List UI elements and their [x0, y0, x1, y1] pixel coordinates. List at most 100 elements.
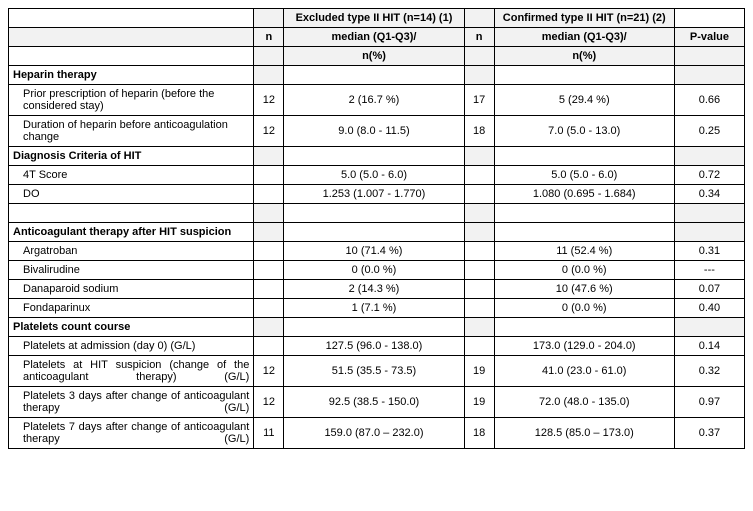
header-median2: median (Q1-Q3)/: [494, 28, 674, 47]
cell-n1: [254, 261, 284, 280]
cell-p: 0.72: [674, 166, 744, 185]
cell-v1: 2 (14.3 %): [284, 280, 464, 299]
row-argat: Argatroban 10 (71.4 %) 11 (52.4 %) 0.31: [9, 242, 745, 261]
cell-n2: [464, 337, 494, 356]
header-npct2: n(%): [494, 47, 674, 66]
header-confirmed: Confirmed type II HIT (n=21) (2): [494, 9, 674, 28]
section-heparin: Heparin therapy: [9, 66, 745, 85]
cell-n2: [464, 261, 494, 280]
cell-p: 0.40: [674, 299, 744, 318]
section-anticoag-label: Anticoagulant therapy after HIT suspicio…: [9, 223, 254, 242]
cell-v2: 10 (47.6 %): [494, 280, 674, 299]
cell-n2: 19: [464, 356, 494, 387]
cell-p: ---: [674, 261, 744, 280]
cell-label: Platelets at HIT suspicion (change of th…: [9, 356, 254, 387]
row-plt-susp: Platelets at HIT suspicion (change of th…: [9, 356, 745, 387]
cell-label: Prior prescription of heparin (before th…: [9, 85, 254, 116]
cell-label: Bivalirudine: [9, 261, 254, 280]
cell-p: 0.25: [674, 116, 744, 147]
cell-p: 0.14: [674, 337, 744, 356]
cell-n2: [464, 185, 494, 204]
cell-n1: 12: [254, 387, 284, 418]
cell-v2: 5 (29.4 %): [494, 85, 674, 116]
cell-v2: 1.080 (0.695 - 1.684): [494, 185, 674, 204]
cell-n1: [254, 166, 284, 185]
cell-v1: 127.5 (96.0 - 138.0): [284, 337, 464, 356]
row-plt-7d: Platelets 7 days after change of anticoa…: [9, 418, 745, 449]
header-pvalue: P-value: [674, 28, 744, 47]
cell-n1: [254, 337, 284, 356]
cell-label: Argatroban: [9, 242, 254, 261]
cell-p: 0.37: [674, 418, 744, 449]
cell-p: 0.66: [674, 85, 744, 116]
cell-n2: [464, 242, 494, 261]
cell-v2: 0 (0.0 %): [494, 299, 674, 318]
cell-label: DO: [9, 185, 254, 204]
cell-label: Platelets 3 days after change of anticoa…: [9, 387, 254, 418]
cell-n1: 12: [254, 116, 284, 147]
cell-n1: [254, 185, 284, 204]
cell-v1: 92.5 (38.5 - 150.0): [284, 387, 464, 418]
section-platelets-label: Platelets count course: [9, 318, 254, 337]
cell-p: 0.97: [674, 387, 744, 418]
row-danap: Danaparoid sodium 2 (14.3 %) 10 (47.6 %)…: [9, 280, 745, 299]
row-plt-adm: Platelets at admission (day 0) (G/L) 127…: [9, 337, 745, 356]
cell-p: 0.31: [674, 242, 744, 261]
cell-v1: 1.253 (1.007 - 1.770): [284, 185, 464, 204]
cell-v1: 9.0 (8.0 - 11.5): [284, 116, 464, 147]
header-row-stats: n median (Q1-Q3)/ n median (Q1-Q3)/ P-va…: [9, 28, 745, 47]
cell-v1: 2 (16.7 %): [284, 85, 464, 116]
cell-label: Duration of heparin before anticoagulati…: [9, 116, 254, 147]
cell-v2: 128.5 (85.0 – 173.0): [494, 418, 674, 449]
cell-label: Platelets at admission (day 0) (G/L): [9, 337, 254, 356]
cell-n1: 11: [254, 418, 284, 449]
cell-n1: 12: [254, 85, 284, 116]
cell-v1: 51.5 (35.5 - 73.5): [284, 356, 464, 387]
row-prior-hep: Prior prescription of heparin (before th…: [9, 85, 745, 116]
cell-v2: 5.0 (5.0 - 6.0): [494, 166, 674, 185]
header-row-npct: n(%) n(%): [9, 47, 745, 66]
cell-n1: 12: [254, 356, 284, 387]
cell-v2: 72.0 (48.0 - 135.0): [494, 387, 674, 418]
hit-comparison-table: Excluded type II HIT (n=14) (1) Confirme…: [8, 8, 745, 449]
section-diag: Diagnosis Criteria of HIT: [9, 147, 745, 166]
header-npct1: n(%): [284, 47, 464, 66]
header-excluded: Excluded type II HIT (n=14) (1): [284, 9, 464, 28]
cell-n2: 18: [464, 116, 494, 147]
section-heparin-label: Heparin therapy: [9, 66, 254, 85]
cell-n2: [464, 280, 494, 299]
section-diag-label: Diagnosis Criteria of HIT: [9, 147, 254, 166]
cell-v1: 0 (0.0 %): [284, 261, 464, 280]
header-n1: n: [254, 28, 284, 47]
cell-n2: [464, 299, 494, 318]
section-platelets: Platelets count course: [9, 318, 745, 337]
row-4t: 4T Score 5.0 (5.0 - 6.0) 5.0 (5.0 - 6.0)…: [9, 166, 745, 185]
header-n2: n: [464, 28, 494, 47]
cell-v2: 11 (52.4 %): [494, 242, 674, 261]
cell-p: 0.34: [674, 185, 744, 204]
cell-label: 4T Score: [9, 166, 254, 185]
cell-v1: 159.0 (87.0 – 232.0): [284, 418, 464, 449]
cell-n1: [254, 280, 284, 299]
row-blank: [9, 204, 745, 223]
cell-v1: 1 (7.1 %): [284, 299, 464, 318]
cell-v1: 10 (71.4 %): [284, 242, 464, 261]
cell-n2: 19: [464, 387, 494, 418]
row-fonda: Fondaparinux 1 (7.1 %) 0 (0.0 %) 0.40: [9, 299, 745, 318]
cell-p: 0.07: [674, 280, 744, 299]
cell-v2: 0 (0.0 %): [494, 261, 674, 280]
section-anticoag: Anticoagulant therapy after HIT suspicio…: [9, 223, 745, 242]
row-bival: Bivalirudine 0 (0.0 %) 0 (0.0 %) ---: [9, 261, 745, 280]
cell-label: Platelets 7 days after change of anticoa…: [9, 418, 254, 449]
cell-n1: [254, 242, 284, 261]
cell-v1: 5.0 (5.0 - 6.0): [284, 166, 464, 185]
header-median1: median (Q1-Q3)/: [284, 28, 464, 47]
cell-n2: 18: [464, 418, 494, 449]
row-plt-3d: Platelets 3 days after change of anticoa…: [9, 387, 745, 418]
cell-n2: [464, 166, 494, 185]
cell-v2: 7.0 (5.0 - 13.0): [494, 116, 674, 147]
cell-label: Danaparoid sodium: [9, 280, 254, 299]
cell-v2: 41.0 (23.0 - 61.0): [494, 356, 674, 387]
row-dur-hep: Duration of heparin before anticoagulati…: [9, 116, 745, 147]
row-do: DO 1.253 (1.007 - 1.770) 1.080 (0.695 - …: [9, 185, 745, 204]
